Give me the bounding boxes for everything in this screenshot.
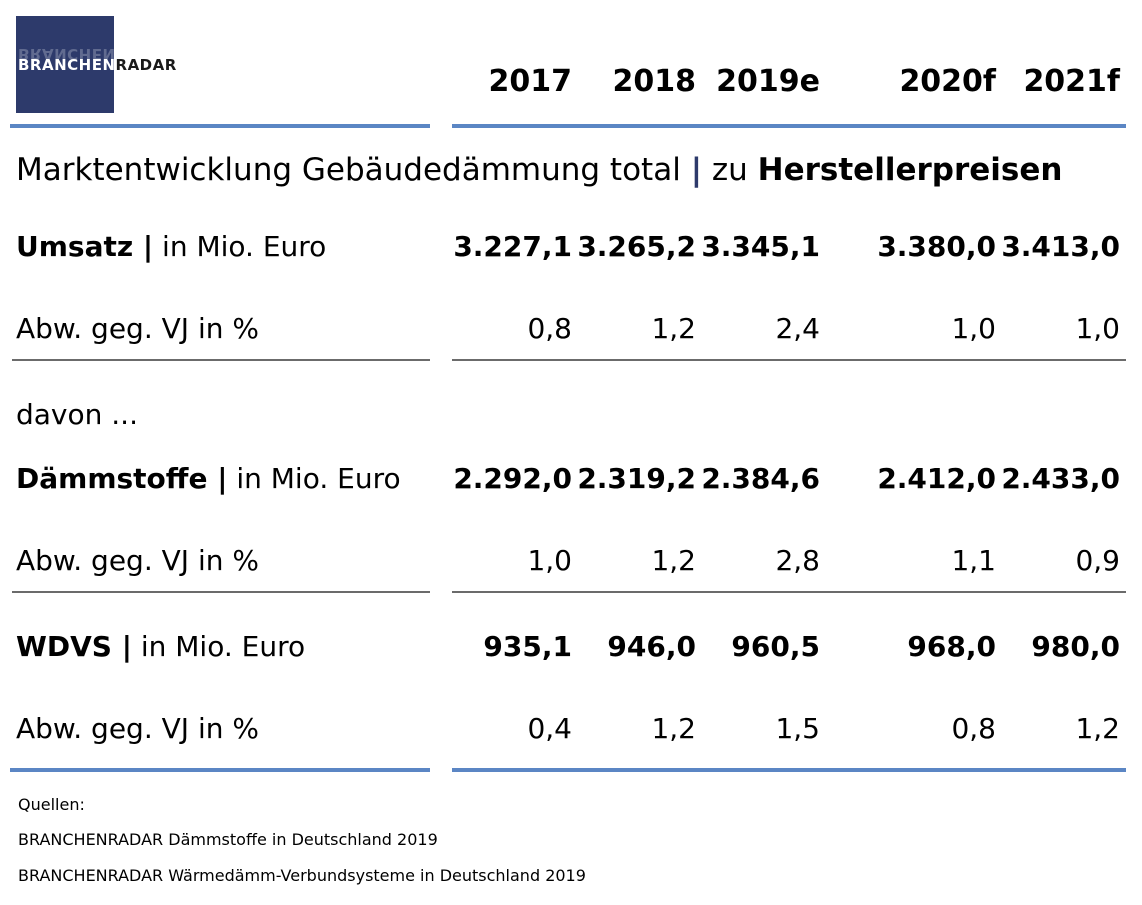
footer-divider-right (452, 768, 1126, 772)
row-label-abw-daemmstoffe: Abw. geg. VJ in % (16, 544, 259, 577)
row-label-abw-wdvs: Abw. geg. VJ in % (16, 712, 259, 745)
header-divider-right (452, 124, 1126, 128)
row-label-wdvs: WDVS | in Mio. Euro (16, 630, 306, 663)
cell-abw-daemmstoffe-2017: 1,0 (527, 544, 572, 577)
cell-abw-daemmstoffe-2021f: 0,9 (1075, 544, 1120, 577)
cell-abw-umsatz-2021f: 1,0 (1075, 312, 1120, 345)
cell-abw-umsatz-2018: 1,2 (651, 312, 696, 345)
cell-daemmstoffe-2018: 2.319,2 (577, 462, 696, 495)
sources-heading: Quellen: (18, 795, 85, 814)
column-header-2018: 2018 (612, 64, 697, 99)
cell-umsatz-2021f: 3.413,0 (1001, 230, 1120, 263)
cell-daemmstoffe-2017: 2.292,0 (453, 462, 572, 495)
cell-daemmstoffe-2021f: 2.433,0 (1001, 462, 1120, 495)
cell-abw-daemmstoffe-2020f: 1,1 (951, 544, 996, 577)
cell-abw-wdvs-2018: 1,2 (651, 712, 696, 745)
cell-abw-daemmstoffe-2019e: 2,8 (775, 544, 820, 577)
row-label-daemmstoffe: Dämmstoffe | in Mio. Euro (16, 462, 401, 495)
cell-abw-wdvs-2020f: 0,8 (951, 712, 996, 745)
cell-abw-wdvs-2017: 0,4 (527, 712, 572, 745)
cell-umsatz-2020f: 3.380,0 (877, 230, 996, 263)
cell-abw-wdvs-2021f: 1,2 (1075, 712, 1120, 745)
cell-wdvs-2020f: 968,0 (907, 630, 996, 663)
row-divider-right (452, 591, 1126, 593)
header-divider-left (10, 124, 430, 128)
row-label-umsatz: Umsatz | in Mio. Euro (16, 230, 327, 263)
row-divider-right (452, 359, 1126, 361)
cell-umsatz-2017: 3.227,1 (453, 230, 572, 263)
column-header-2017: 2017 (488, 64, 573, 99)
cell-abw-daemmstoffe-2018: 1,2 (651, 544, 696, 577)
column-header-2019e: 2019e (716, 64, 820, 99)
table-title: Marktentwicklung Gebäudedämmung total | … (16, 152, 1063, 188)
cell-daemmstoffe-2019e: 2.384,6 (701, 462, 820, 495)
branchenradar-logo (16, 16, 114, 113)
cell-daemmstoffe-2020f: 2.412,0 (877, 462, 996, 495)
row-divider-left (12, 359, 430, 361)
column-header-2020f: 2020f (899, 64, 996, 99)
row-divider-left (12, 591, 430, 593)
davon-label: davon ... (16, 398, 138, 431)
row-label-abw-umsatz: Abw. geg. VJ in % (16, 312, 259, 345)
cell-wdvs-2019e: 960,5 (731, 630, 820, 663)
cell-umsatz-2018: 3.265,2 (577, 230, 696, 263)
source-line: BRANCHENRADAR Wärmedämm-Verbundsysteme i… (18, 866, 586, 885)
cell-abw-umsatz-2019e: 2,4 (775, 312, 820, 345)
cell-abw-wdvs-2019e: 1,5 (775, 712, 820, 745)
logo-text: BRANCHENRADAR (18, 56, 177, 74)
cell-abw-umsatz-2020f: 1,0 (951, 312, 996, 345)
source-line: BRANCHENRADAR Dämmstoffe in Deutschland … (18, 830, 438, 849)
cell-umsatz-2019e: 3.345,1 (701, 230, 820, 263)
cell-wdvs-2018: 946,0 (607, 630, 696, 663)
footer-divider-left (10, 768, 430, 772)
cell-wdvs-2021f: 980,0 (1031, 630, 1120, 663)
column-header-2021f: 2021f (1023, 64, 1120, 99)
cell-wdvs-2017: 935,1 (483, 630, 572, 663)
cell-abw-umsatz-2017: 0,8 (527, 312, 572, 345)
